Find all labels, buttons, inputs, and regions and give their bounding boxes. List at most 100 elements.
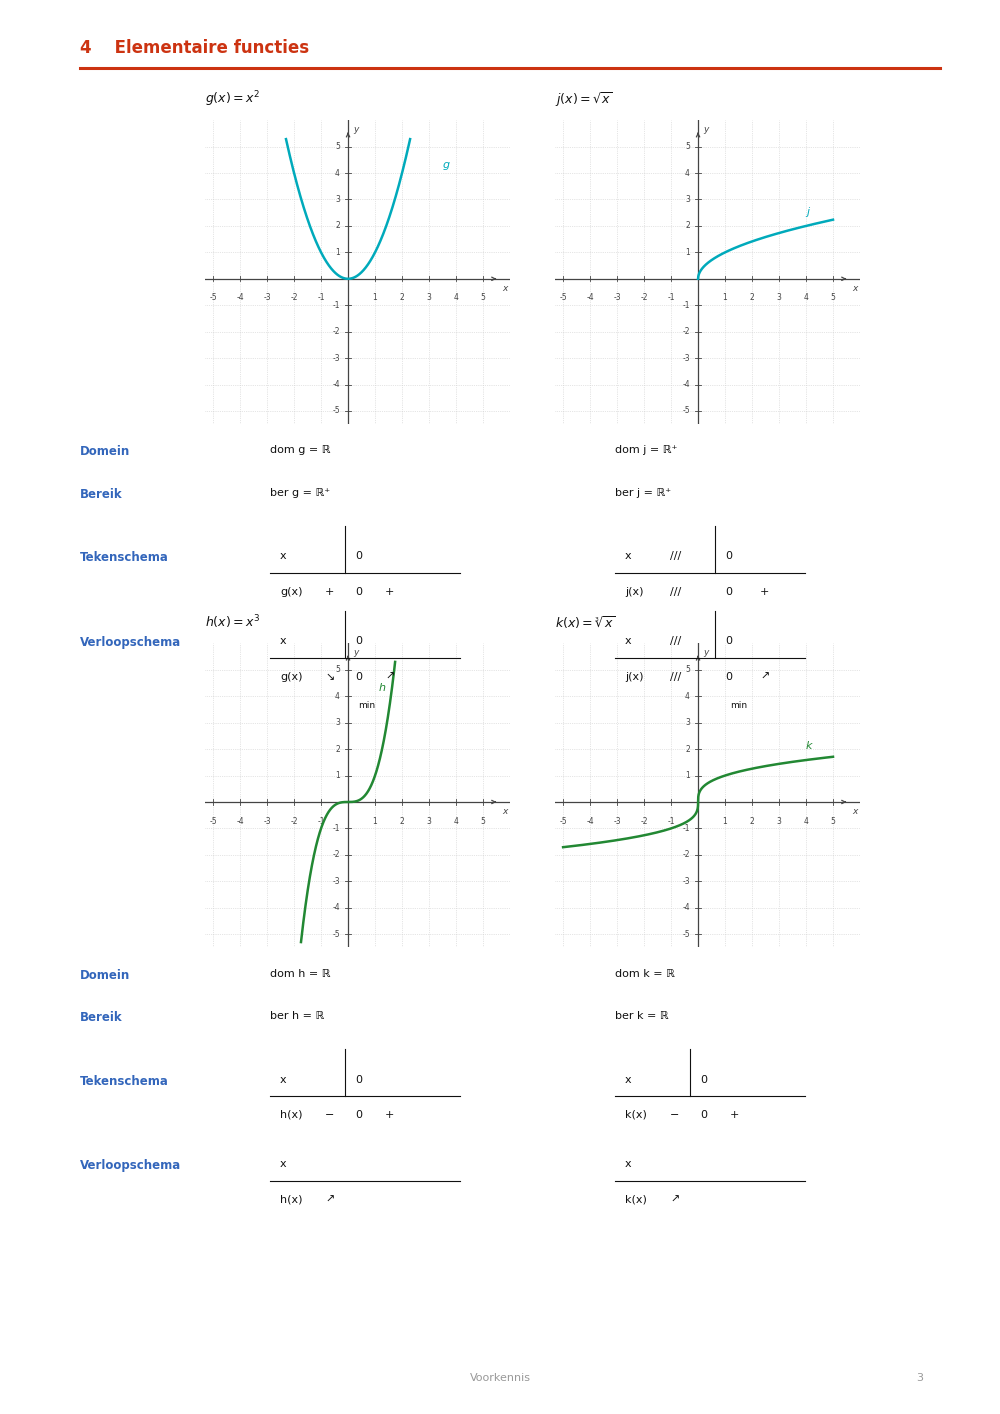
Text: ↗: ↗ [385,672,394,682]
Text: -4: -4 [586,293,594,303]
Text: 4: 4 [335,691,340,701]
Text: dom k = ℝ: dom k = ℝ [615,969,675,978]
Text: Tekenschema: Tekenschema [80,551,169,564]
Text: +: + [385,1110,394,1120]
Text: -2: -2 [290,293,298,303]
Text: 3: 3 [335,195,340,204]
Text: 0: 0 [700,1110,707,1120]
Text: 3: 3 [427,293,431,303]
Text: 0: 0 [700,1075,707,1085]
Text: 0: 0 [725,672,732,682]
Text: g: g [443,160,450,170]
Text: 5: 5 [831,293,835,303]
Text: -3: -3 [332,354,340,362]
Text: -1: -1 [317,293,325,303]
Text: 5: 5 [481,293,485,303]
Text: -2: -2 [682,327,690,337]
Text: x: x [625,636,632,646]
Text: ///: /// [670,551,681,561]
Text: 0: 0 [725,636,732,646]
Text: x: x [280,1075,287,1085]
Text: ///: /// [670,587,681,597]
Text: h(x): h(x) [280,1195,302,1205]
Text: 4: 4 [804,293,808,303]
Text: 0: 0 [355,587,362,597]
Text: 2: 2 [400,293,404,303]
Text: -4: -4 [586,816,594,826]
Text: x: x [852,284,857,293]
Text: $j(x) = \sqrt{x}$: $j(x) = \sqrt{x}$ [555,90,613,109]
Text: k(x): k(x) [625,1195,647,1205]
Text: $h(x) = x^3$: $h(x) = x^3$ [205,614,260,631]
Text: -1: -1 [682,824,690,833]
Text: 2: 2 [400,816,404,826]
Text: 2: 2 [335,745,340,754]
Text: -1: -1 [332,824,340,833]
Text: +: + [325,587,334,597]
Text: -1: -1 [317,816,325,826]
Text: 2: 2 [685,745,690,754]
Text: g(x): g(x) [280,672,302,682]
Text: -5: -5 [682,929,690,939]
Text: j(x): j(x) [625,672,644,682]
Text: -4: -4 [332,904,340,912]
Text: 1: 1 [685,247,690,257]
Text: Voorkennis: Voorkennis [470,1373,530,1383]
Text: Tekenschema: Tekenschema [80,1075,169,1087]
Text: -5: -5 [559,816,567,826]
Text: ↘: ↘ [325,672,334,682]
Text: -4: -4 [332,380,340,389]
Text: -2: -2 [682,850,690,860]
Text: -1: -1 [332,301,340,310]
Text: −: − [670,1110,679,1120]
Text: -1: -1 [667,816,675,826]
Text: dom g = ℝ: dom g = ℝ [270,445,330,455]
Text: -5: -5 [332,406,340,416]
Text: 1: 1 [373,293,377,303]
Text: 4    Elementaire functies: 4 Elementaire functies [80,38,309,57]
Text: 4: 4 [685,168,690,178]
Text: 1: 1 [685,771,690,781]
Text: 2: 2 [750,293,754,303]
Text: -5: -5 [209,816,217,826]
Text: -2: -2 [332,850,340,860]
Text: -5: -5 [332,929,340,939]
Text: ↗: ↗ [760,672,769,682]
Text: -5: -5 [682,406,690,416]
Text: x: x [502,284,507,293]
Text: 5: 5 [481,816,485,826]
Text: +: + [730,1110,739,1120]
Text: x: x [852,807,857,816]
Text: x: x [280,1159,287,1169]
Text: x: x [625,1075,632,1085]
Text: Bereik: Bereik [80,1011,123,1024]
Text: 1: 1 [723,293,727,303]
Text: x: x [280,551,287,561]
Text: 1: 1 [335,771,340,781]
Text: j(x): j(x) [625,587,644,597]
Text: 2: 2 [750,816,754,826]
Text: k(x): k(x) [625,1110,647,1120]
Text: x: x [280,636,287,646]
Text: 3: 3 [916,1373,924,1383]
Text: h(x): h(x) [280,1110,302,1120]
Text: Verloopschema: Verloopschema [80,636,181,649]
Text: ber h = ℝ: ber h = ℝ [270,1011,324,1021]
Text: −: − [325,1110,334,1120]
Text: 2: 2 [335,222,340,230]
Text: x: x [625,551,632,561]
Text: 0: 0 [725,551,732,561]
Text: -2: -2 [290,816,298,826]
Text: -1: -1 [682,301,690,310]
Text: -3: -3 [263,293,271,303]
Text: ///: /// [670,672,681,682]
Text: y: y [353,124,359,134]
Text: 0: 0 [355,551,362,561]
Text: Domein: Domein [80,969,130,981]
Text: 1: 1 [335,247,340,257]
Text: min: min [358,701,375,710]
Text: ↗: ↗ [325,1195,334,1205]
Text: -4: -4 [682,380,690,389]
Text: ber g = ℝ⁺: ber g = ℝ⁺ [270,488,330,498]
Text: 3: 3 [777,816,781,826]
